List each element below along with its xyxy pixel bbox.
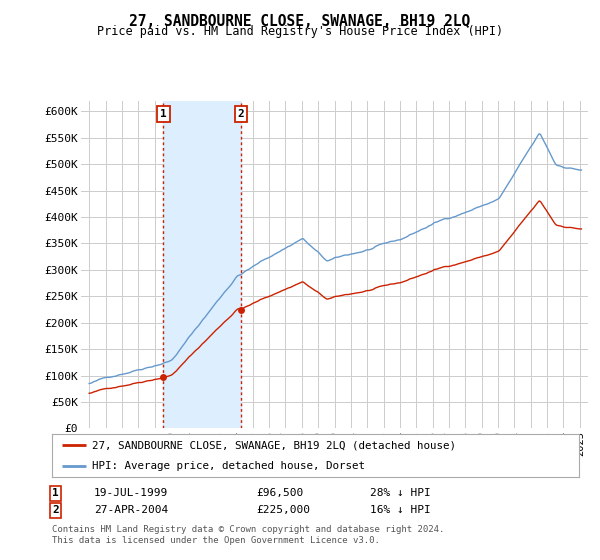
Text: £225,000: £225,000 [256, 505, 310, 515]
Text: 27, SANDBOURNE CLOSE, SWANAGE, BH19 2LQ (detached house): 27, SANDBOURNE CLOSE, SWANAGE, BH19 2LQ … [92, 440, 456, 450]
Text: 16% ↓ HPI: 16% ↓ HPI [370, 505, 431, 515]
Text: 27-APR-2004: 27-APR-2004 [94, 505, 169, 515]
Bar [163, 101, 241, 428]
Text: 19-JUL-1999: 19-JUL-1999 [94, 488, 169, 498]
Text: £96,500: £96,500 [256, 488, 304, 498]
Text: 28% ↓ HPI: 28% ↓ HPI [370, 488, 431, 498]
Text: Price paid vs. HM Land Registry's House Price Index (HPI): Price paid vs. HM Land Registry's House … [97, 25, 503, 38]
Text: Contains HM Land Registry data © Crown copyright and database right 2024.
This d: Contains HM Land Registry data © Crown c… [52, 525, 445, 545]
Text: HPI: Average price, detached house, Dorset: HPI: Average price, detached house, Dors… [92, 461, 365, 471]
Text: 27, SANDBOURNE CLOSE, SWANAGE, BH19 2LQ: 27, SANDBOURNE CLOSE, SWANAGE, BH19 2LQ [130, 14, 470, 29]
Text: 1: 1 [160, 109, 167, 119]
Text: 2: 2 [238, 109, 244, 119]
Text: 1: 1 [52, 488, 59, 498]
Text: 2: 2 [52, 505, 59, 515]
